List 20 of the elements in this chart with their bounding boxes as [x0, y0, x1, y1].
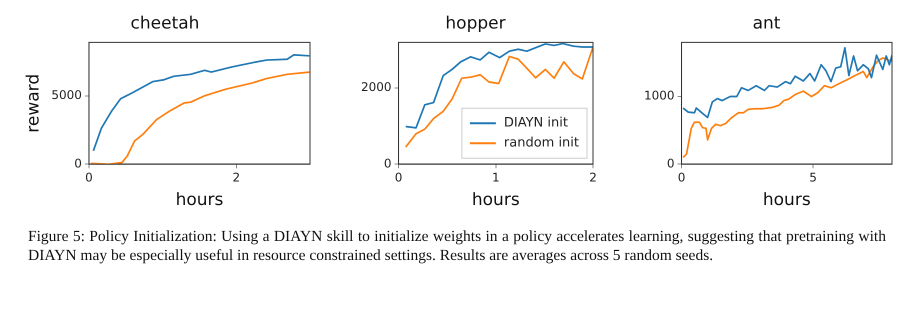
x-tick-label: 2	[589, 170, 597, 185]
legend-label: random init	[504, 136, 580, 151]
caption: Figure 5: Policy Initialization: Using a DIAYN skill to initialize weights in a policy accelerates learning, suggesting that pretraining with DIAYN may be especially useful in resource constrained settings. Results are averages across 5 random seeds.	[28, 227, 886, 265]
x-tick-label: 0	[85, 170, 93, 185]
x-tick-label: 1	[492, 170, 500, 185]
legend-label: DIAYN init	[504, 116, 568, 131]
x-axis-title: hours	[176, 190, 224, 210]
x-axis-title: hours	[472, 190, 520, 210]
y-tick-label: 5000	[51, 88, 82, 102]
y-tick-label: 2000	[360, 80, 392, 94]
chart-title: hopper	[445, 14, 506, 34]
x-tick-label: 0	[678, 170, 686, 185]
x-axis-title: hours	[762, 190, 811, 210]
chart-title: ant	[752, 14, 781, 34]
chart-title: cheetah	[130, 14, 200, 34]
x-tick-label: 0	[394, 170, 402, 185]
y-tick-label: 1000	[644, 88, 675, 103]
y-axis-title: reward	[24, 74, 44, 133]
x-tick-label: 2	[232, 170, 240, 185]
x-tick-label: 5	[809, 170, 817, 185]
